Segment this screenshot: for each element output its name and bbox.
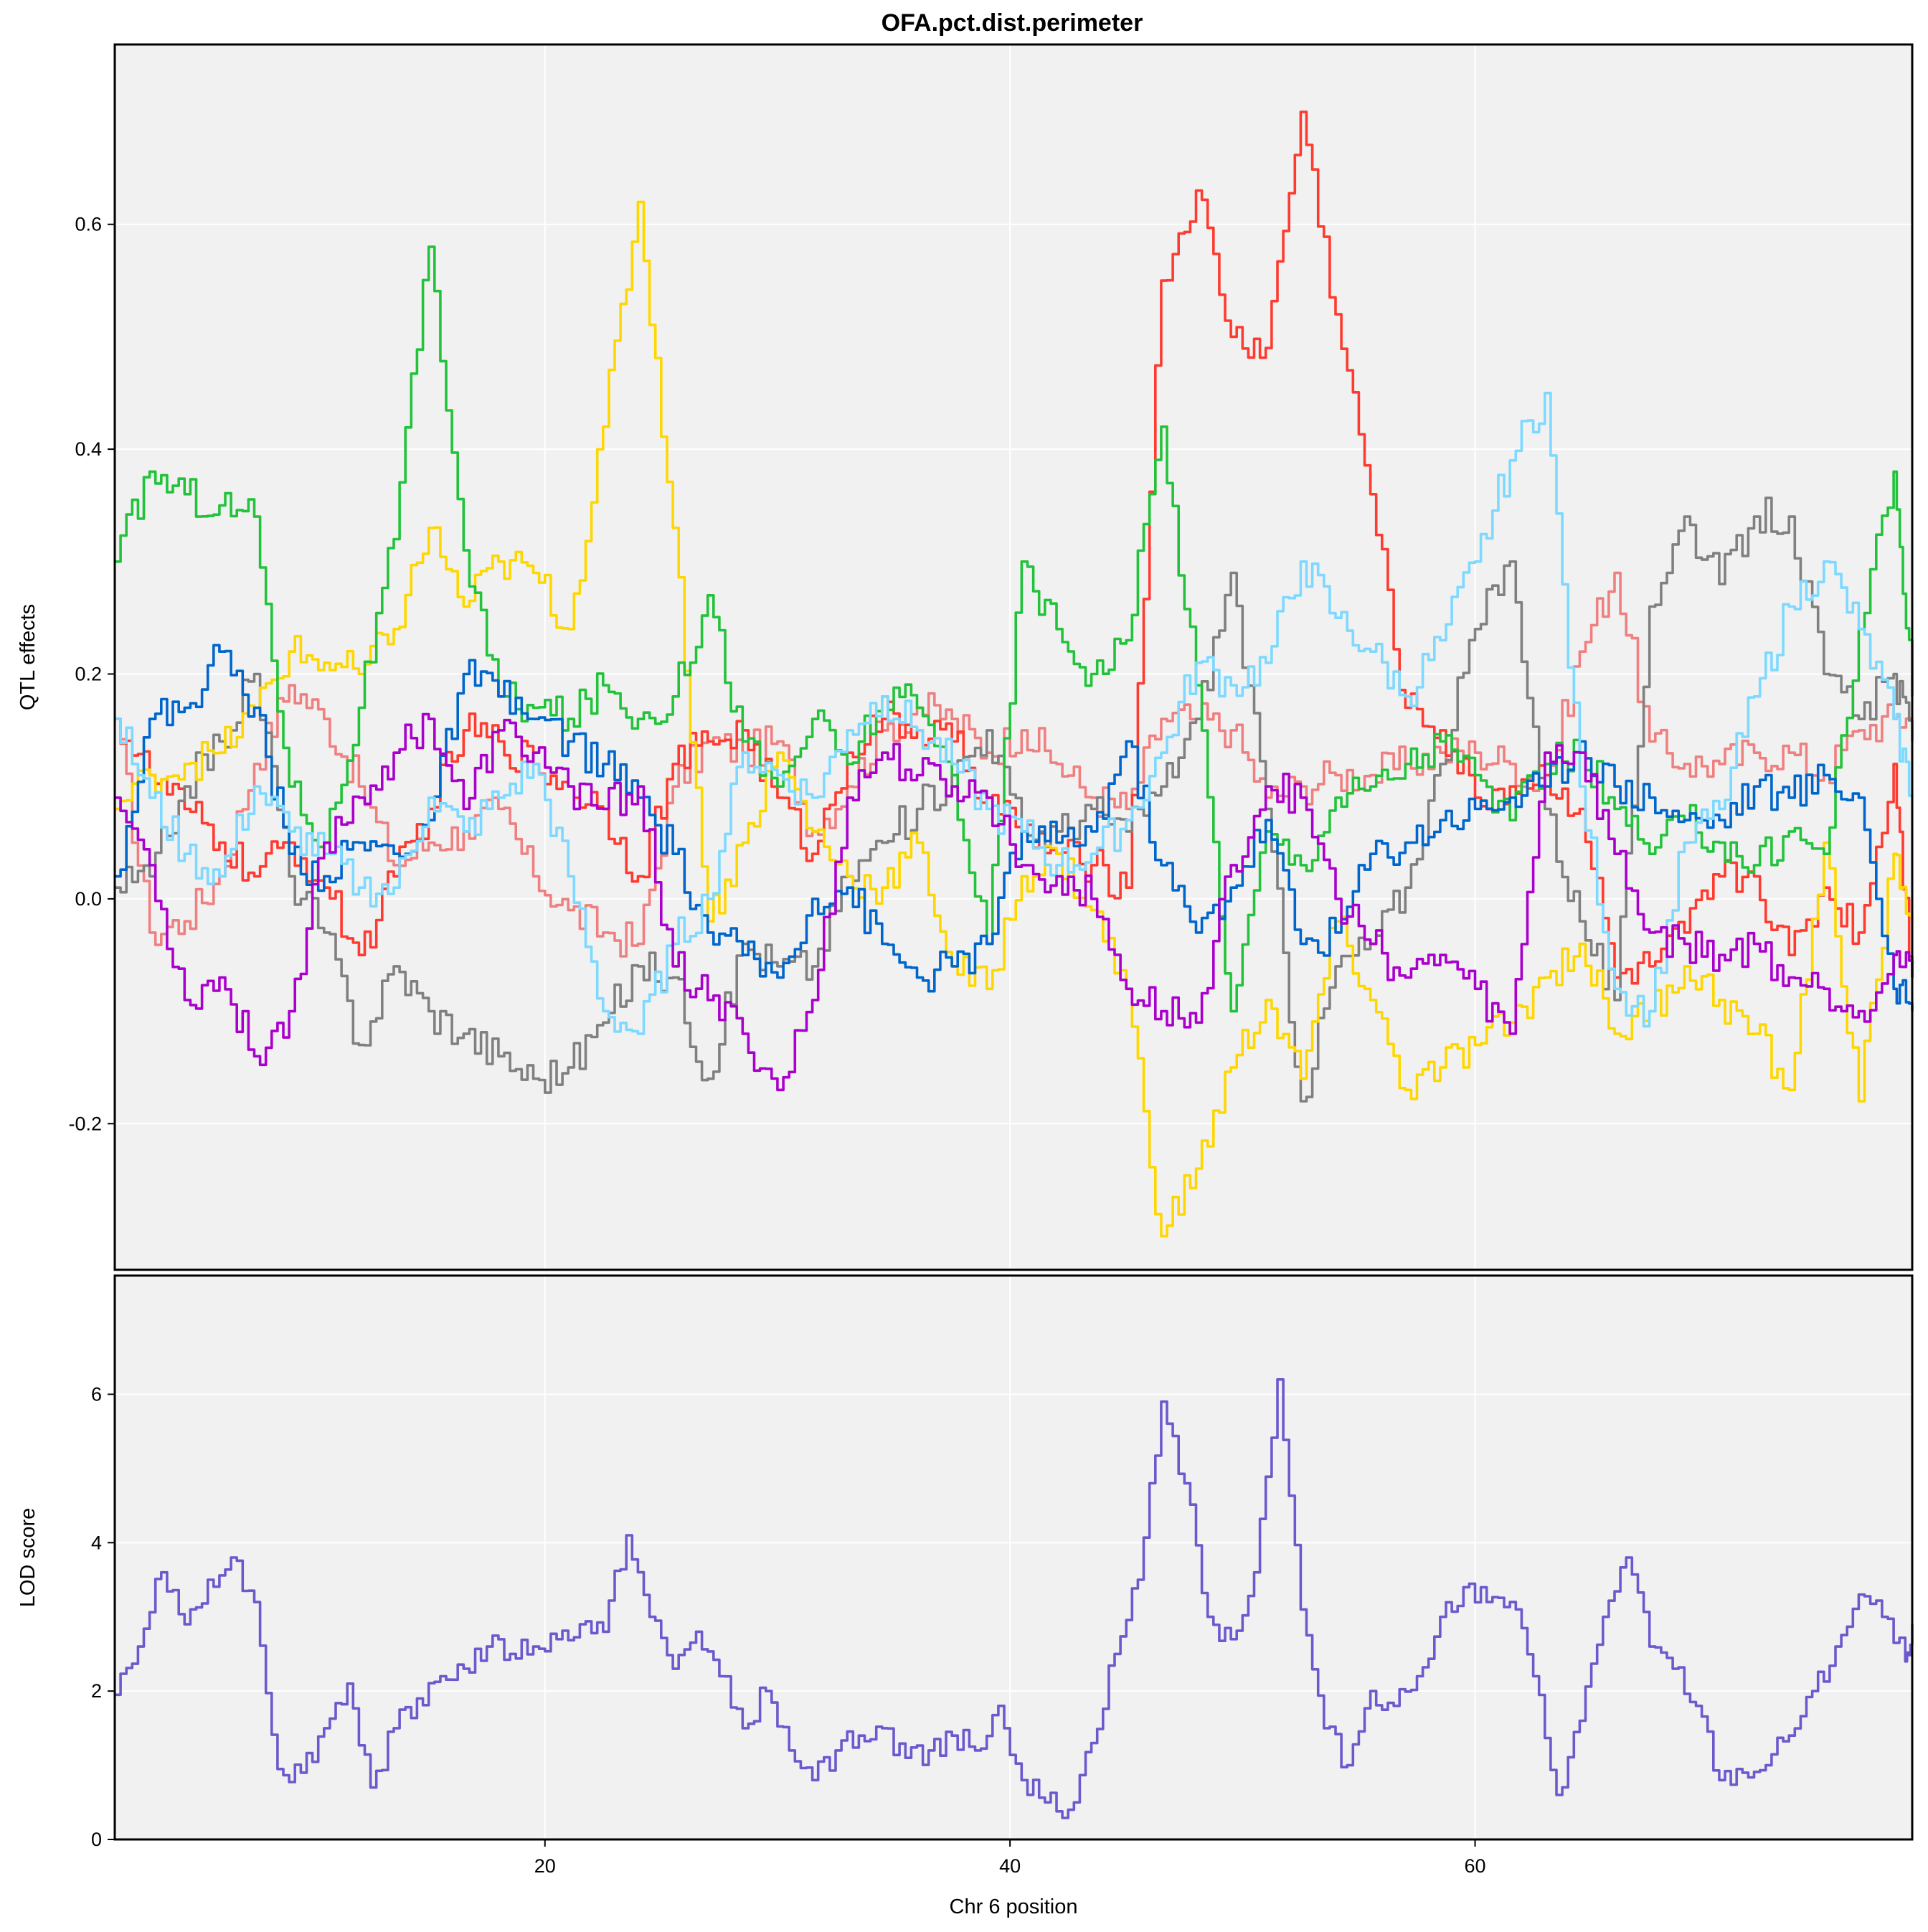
lod-score-y-axis: 0 2 4 6 (91, 1383, 115, 1850)
chr-position-x-tick-label: 60 (1464, 1855, 1485, 1877)
qtl-effect-y-tick-label: 0.4 (75, 438, 102, 460)
lod-score-y-tick-label: 6 (91, 1383, 102, 1405)
qtl-effect-series-line-4 (115, 200, 1914, 1238)
lod-score-series-line-1 (115, 1378, 1914, 1819)
chr-position-x-tick-label: 40 (999, 1855, 1021, 1877)
lod-score-y-tick-label: 2 (91, 1680, 102, 1702)
lod-score-y-tick-label: 4 (91, 1532, 102, 1553)
chr-position-x-axis: 20 40 60 (534, 1839, 1486, 1877)
qtl-effects-y-axis: -0.2 0.0 0.2 0.4 0.6 (68, 214, 115, 1134)
qtl-effect-y-tick-label: 0.6 (75, 214, 102, 235)
qtl-effects-panel-frame (113, 43, 1914, 1271)
qtl-effect-series-line-7 (115, 392, 1914, 1035)
qtl-effect-series-line-8 (115, 712, 1914, 1092)
chr-position-x-tick-label: 20 (534, 1855, 556, 1877)
qtl-effects-plot-area (115, 44, 1912, 1270)
chr-position-x-axis-label: Chr 6 position (950, 1895, 1078, 1918)
qtl-effects-panel: -0.2 0.0 0.2 0.4 0.6 QTL effects (16, 43, 1914, 1271)
chart-title: OFA.pct.dist.perimeter (882, 9, 1143, 37)
lod-score-plot-area (115, 1276, 1912, 1839)
qtl-effects-series-group (115, 110, 1914, 1238)
lod-score-y-axis-label: LOD score (16, 1508, 39, 1608)
qtl-effect-series-line-5 (115, 245, 1914, 1013)
qtl-effects-gridlines (115, 44, 1912, 1270)
qtl-effect-y-tick-label: -0.2 (68, 1113, 102, 1134)
qtl-effect-y-tick-label: 0.0 (75, 888, 102, 910)
lod-score-panel-frame (113, 1274, 1914, 1841)
lod-score-panel: 0 2 4 6 20 40 60 LOD score Chr 6 position (16, 1274, 1914, 1918)
qtl-effect-y-tick-label: 0.2 (75, 664, 102, 685)
qtl-effects-y-axis-label: QTL effects (16, 604, 39, 710)
lod-score-y-tick-label: 0 (91, 1829, 102, 1850)
lod-score-series-group (115, 1378, 1914, 1819)
